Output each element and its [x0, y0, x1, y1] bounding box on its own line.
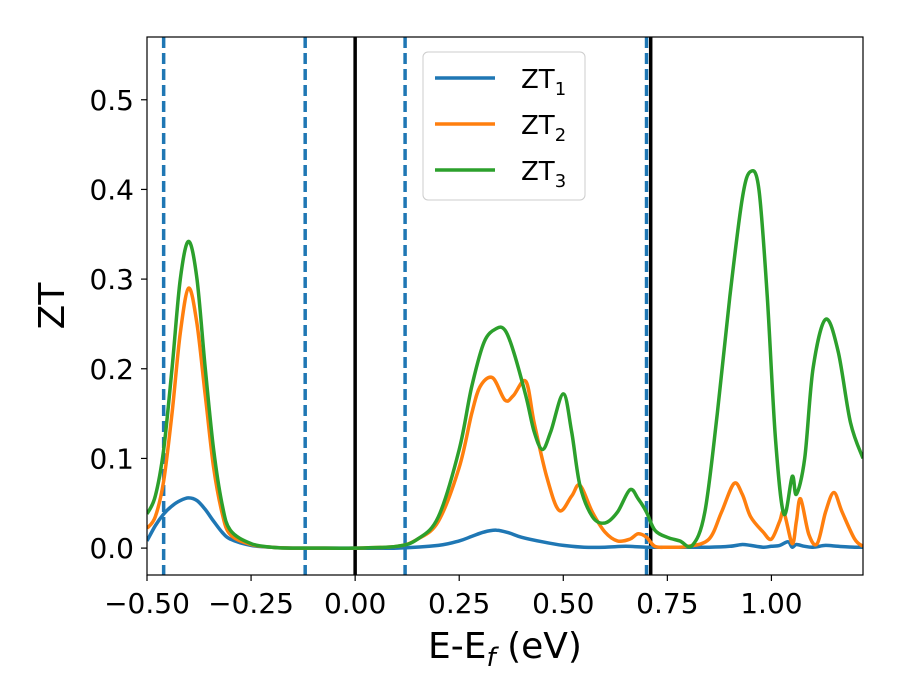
x-axis-label: E-Ef (eV) [428, 626, 582, 673]
x-tick-label: 0.25 [428, 587, 490, 620]
x-tick-label: 0.50 [532, 587, 594, 620]
y-tick-label: 0.5 [89, 84, 134, 117]
x-tick-label: −0.25 [208, 587, 294, 620]
x-tick-label: 0.00 [324, 587, 386, 620]
series-line-zt3 [147, 169, 863, 550]
y-tick-label: 0.3 [89, 263, 134, 296]
series-line-zt1 [147, 496, 863, 551]
y-axis-ticks: 0.0 0.1 0.2 0.3 0.4 0.5 [89, 84, 147, 565]
series-line-zt2 [147, 286, 863, 550]
legend: ZT1 ZT2 ZT3 [422, 51, 586, 201]
plot-series [147, 169, 863, 551]
y-tick-label: 0.1 [89, 442, 134, 475]
legend-box [422, 51, 586, 201]
x-tick-label: 1.00 [740, 587, 802, 620]
y-axis-label: ZT [32, 282, 73, 330]
y-tick-label: 0.4 [89, 173, 134, 206]
y-tick-label: 0.2 [89, 353, 134, 386]
y-tick-label: 0.0 [89, 532, 134, 565]
plot-frame [146, 36, 864, 576]
x-tick-label: 0.75 [636, 587, 698, 620]
x-axis-ticks: −0.50 −0.25 0.00 0.25 0.50 0.75 1.00 [104, 575, 803, 620]
x-tick-label: −0.50 [104, 587, 190, 620]
legend-label-zt3: ZT3 [521, 157, 566, 192]
legend-label-zt1: ZT1 [521, 65, 566, 100]
legend-label-zt2: ZT2 [521, 111, 566, 146]
